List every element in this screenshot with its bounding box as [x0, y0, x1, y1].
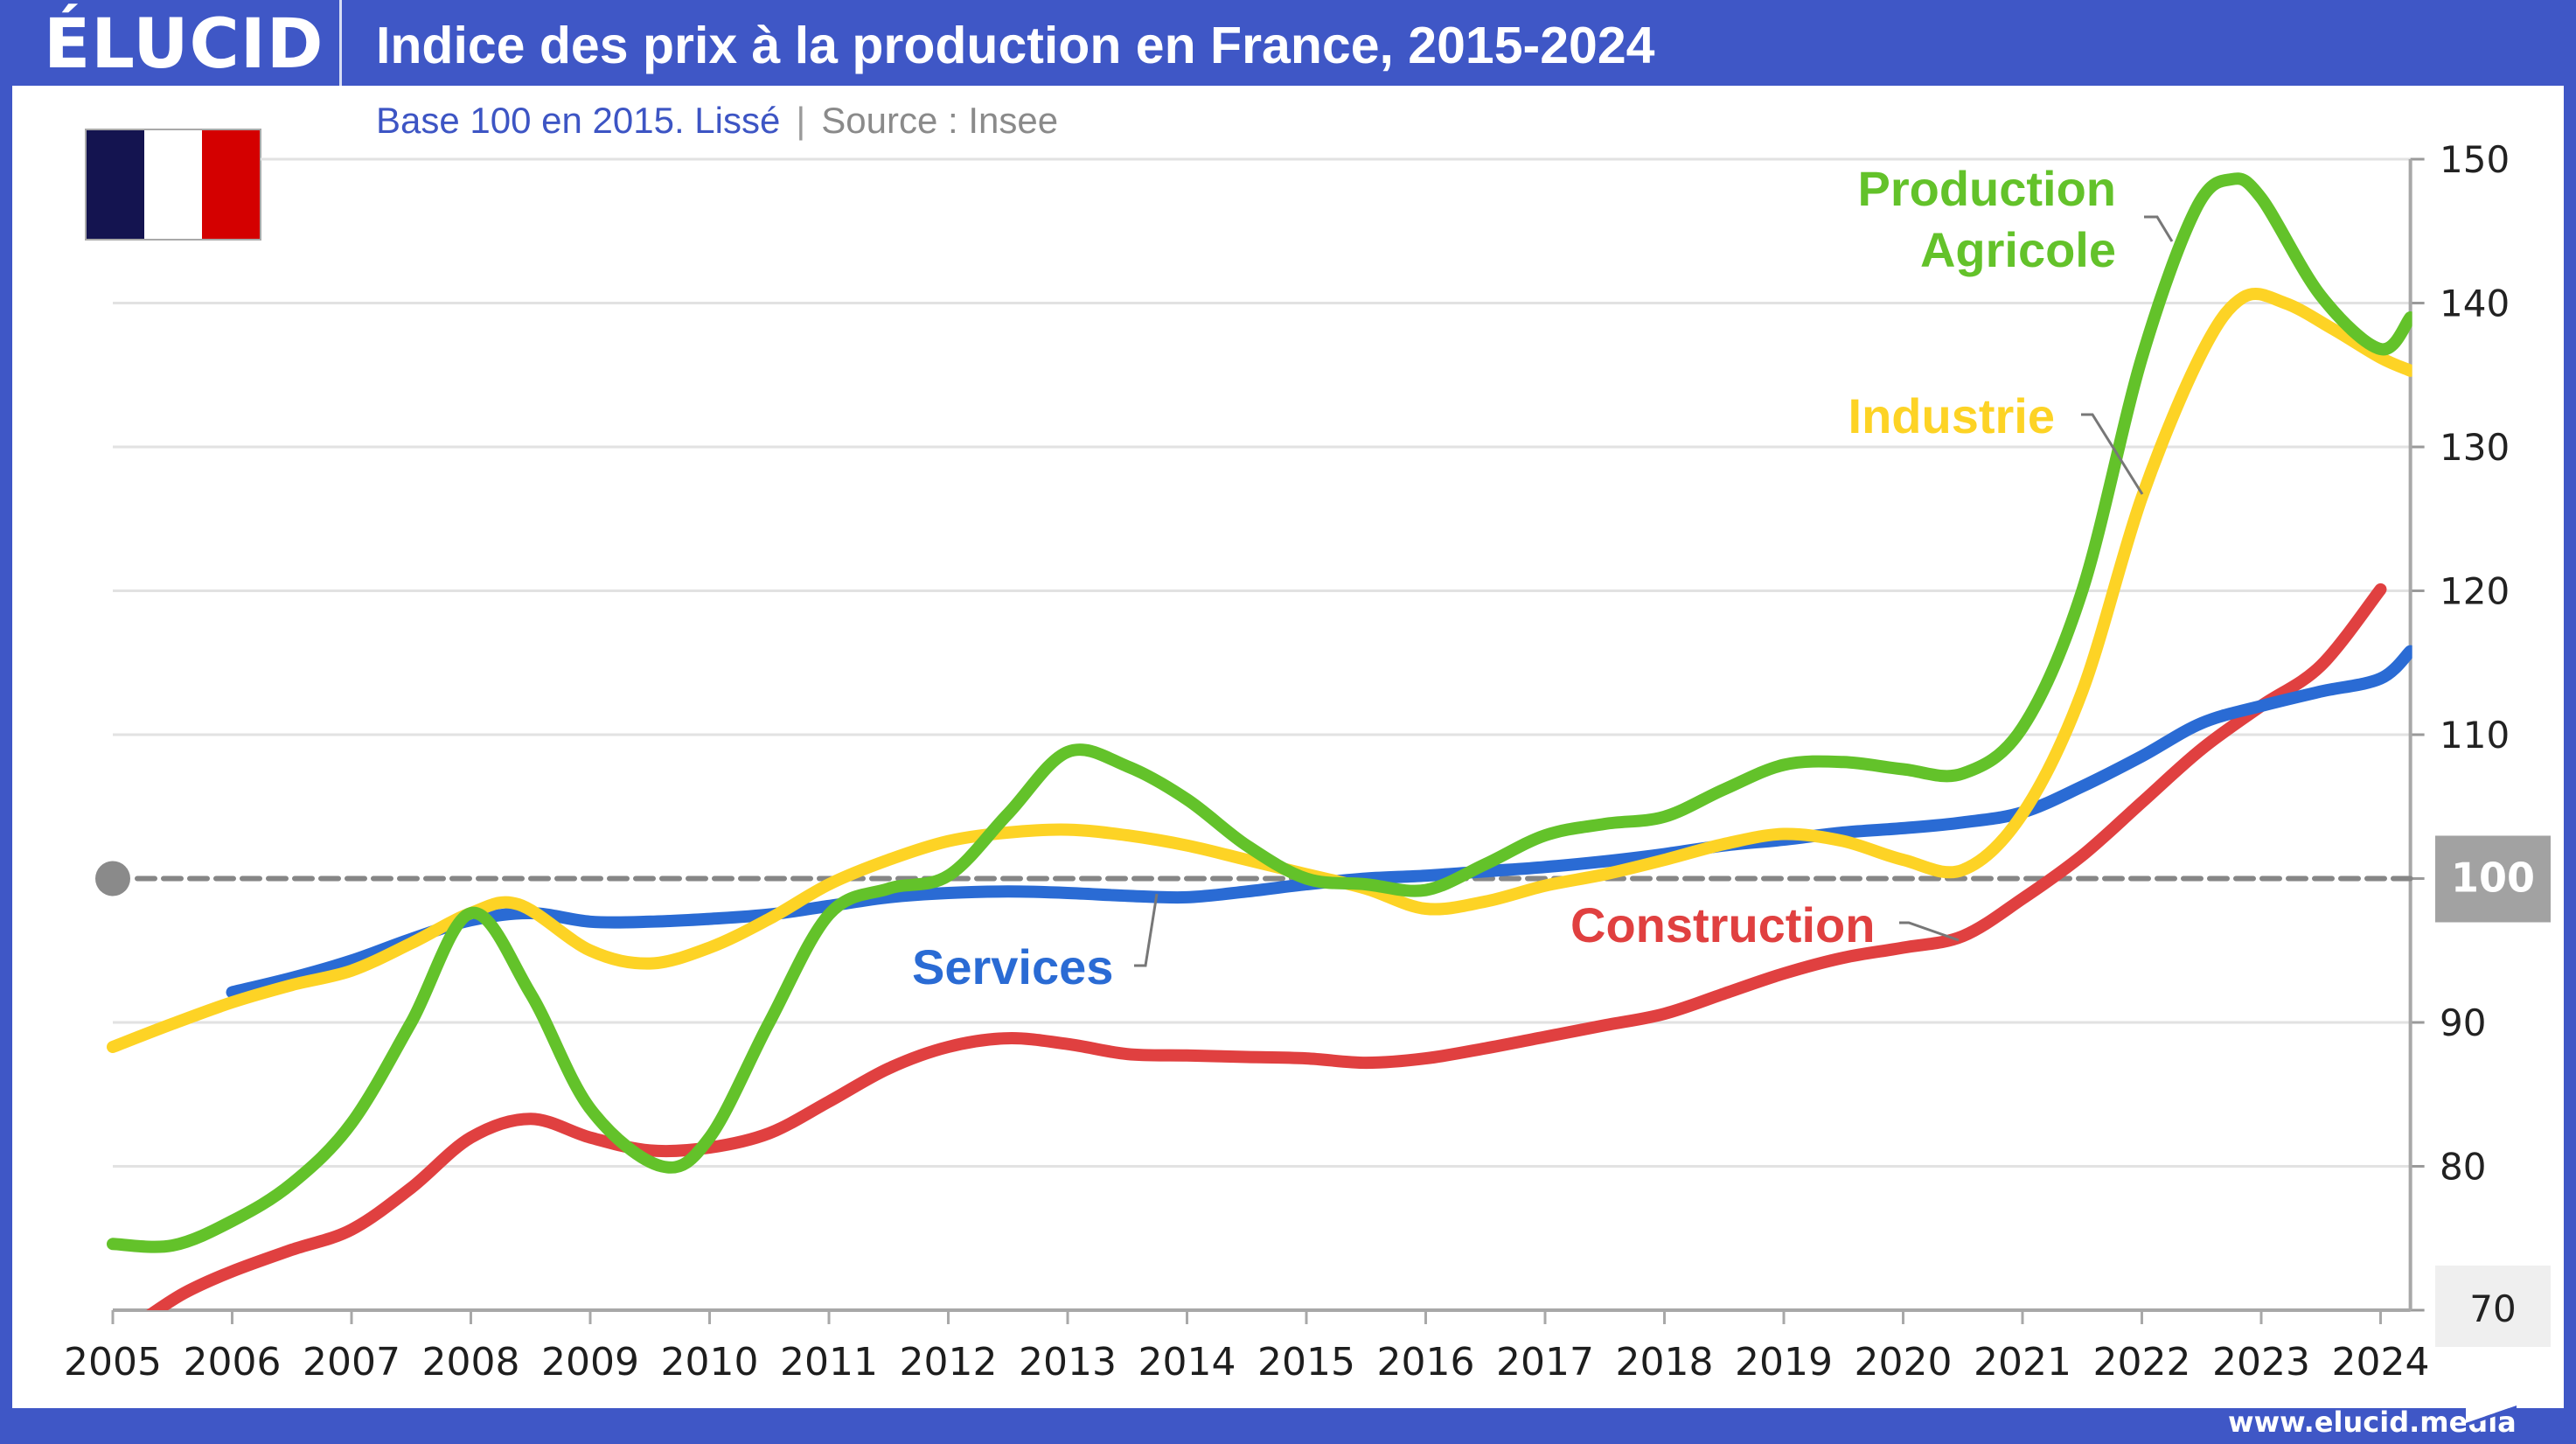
y-tick-label: 70 [2469, 1287, 2516, 1330]
france-flag-icon [85, 129, 261, 241]
x-tick-label: 2017 [1496, 1340, 1594, 1385]
y-tick-highlight-box [2435, 835, 2551, 923]
subtitle-separator: | [796, 100, 806, 141]
reference-line-100 [95, 861, 2413, 896]
x-tick-label: 2009 [541, 1340, 639, 1385]
tick-labels: 150 140 130 120 110 100 90 80 70 2005 2006 2007 2008… [64, 138, 2551, 1385]
series-line-production-agricole [107, 172, 2412, 1253]
header-separator [339, 0, 342, 87]
series-lines [107, 172, 2412, 1310]
chart-subtitle: Base 100 en 2015. Lissé | Source : Insee [376, 94, 1058, 147]
y-tick-label: 90 [2440, 1001, 2486, 1044]
x-tick-label: 2024 [2332, 1340, 2430, 1385]
x-tick-label: 2015 [1257, 1340, 1355, 1385]
x-tick-label: 2018 [1616, 1340, 1714, 1385]
x-tick-label: 2012 [900, 1340, 998, 1385]
y-tick-label: 150 [2440, 138, 2510, 181]
series-label-industrie: Industrie [1848, 388, 2055, 443]
chart-panel [12, 86, 2564, 1408]
flag-stripe-red [202, 130, 260, 239]
series-label-production-agricole: Production [1857, 161, 2116, 216]
elucid-logo: ÉLUCID [44, 5, 324, 84]
y-tick-label: 80 [2440, 1146, 2486, 1189]
elucid-corner-logo-icon [2466, 1386, 2517, 1427]
reference-dot [95, 861, 130, 896]
x-tick-label: 2005 [64, 1340, 162, 1385]
series-label-construction: Construction [1570, 897, 1875, 952]
x-tick-label: 2019 [1735, 1340, 1833, 1385]
x-tick-label: 2011 [780, 1340, 878, 1385]
series-label-leader [2081, 413, 2144, 495]
y-tick-label: 140 [2440, 283, 2510, 325]
series-label-production-agricole: Agricole [1920, 222, 2116, 277]
series-label-services: Services [912, 939, 1113, 994]
series-line-construction [146, 582, 2387, 1310]
x-tick-label: 2016 [1377, 1340, 1475, 1385]
series-label-leader [1899, 921, 1960, 942]
axes [111, 157, 2425, 1324]
x-tick-label: 2022 [2093, 1340, 2191, 1385]
flag-stripe-white [144, 130, 202, 239]
y-tick-min-box [2435, 1266, 2551, 1347]
x-tick-label: 2007 [303, 1340, 400, 1385]
gridlines [113, 157, 2411, 1168]
y-tick-label: 100 [2451, 855, 2535, 902]
series-label-leader [2144, 215, 2174, 242]
header-bar: ÉLUCID Indice des prix à la production e… [0, 0, 2576, 87]
subtitle-base: Base 100 en 2015. Lissé [376, 100, 781, 141]
series-labels: Production Agricole Industrie Services Const… [912, 161, 2174, 994]
x-tick-label: 2020 [1855, 1340, 1953, 1385]
x-tick-label: 2008 [422, 1340, 520, 1385]
chart-title: Indice des prix à la production en Franc… [376, 17, 1655, 74]
y-tick-label: 120 [2440, 570, 2510, 613]
x-tick-label: 2023 [2212, 1340, 2310, 1385]
x-tick-label: 2010 [661, 1340, 759, 1385]
x-tick-label: 2006 [184, 1340, 282, 1385]
y-tick-label: 110 [2440, 714, 2510, 757]
x-tick-label: 2013 [1019, 1340, 1117, 1385]
x-tick-label: 2014 [1138, 1340, 1236, 1385]
x-tick-label: 2021 [1974, 1340, 2071, 1385]
subtitle-source: Source : Insee [821, 100, 1059, 141]
flag-stripe-blue [87, 130, 144, 239]
series-label-leader [1134, 893, 1159, 967]
y-tick-label: 130 [2440, 426, 2510, 469]
